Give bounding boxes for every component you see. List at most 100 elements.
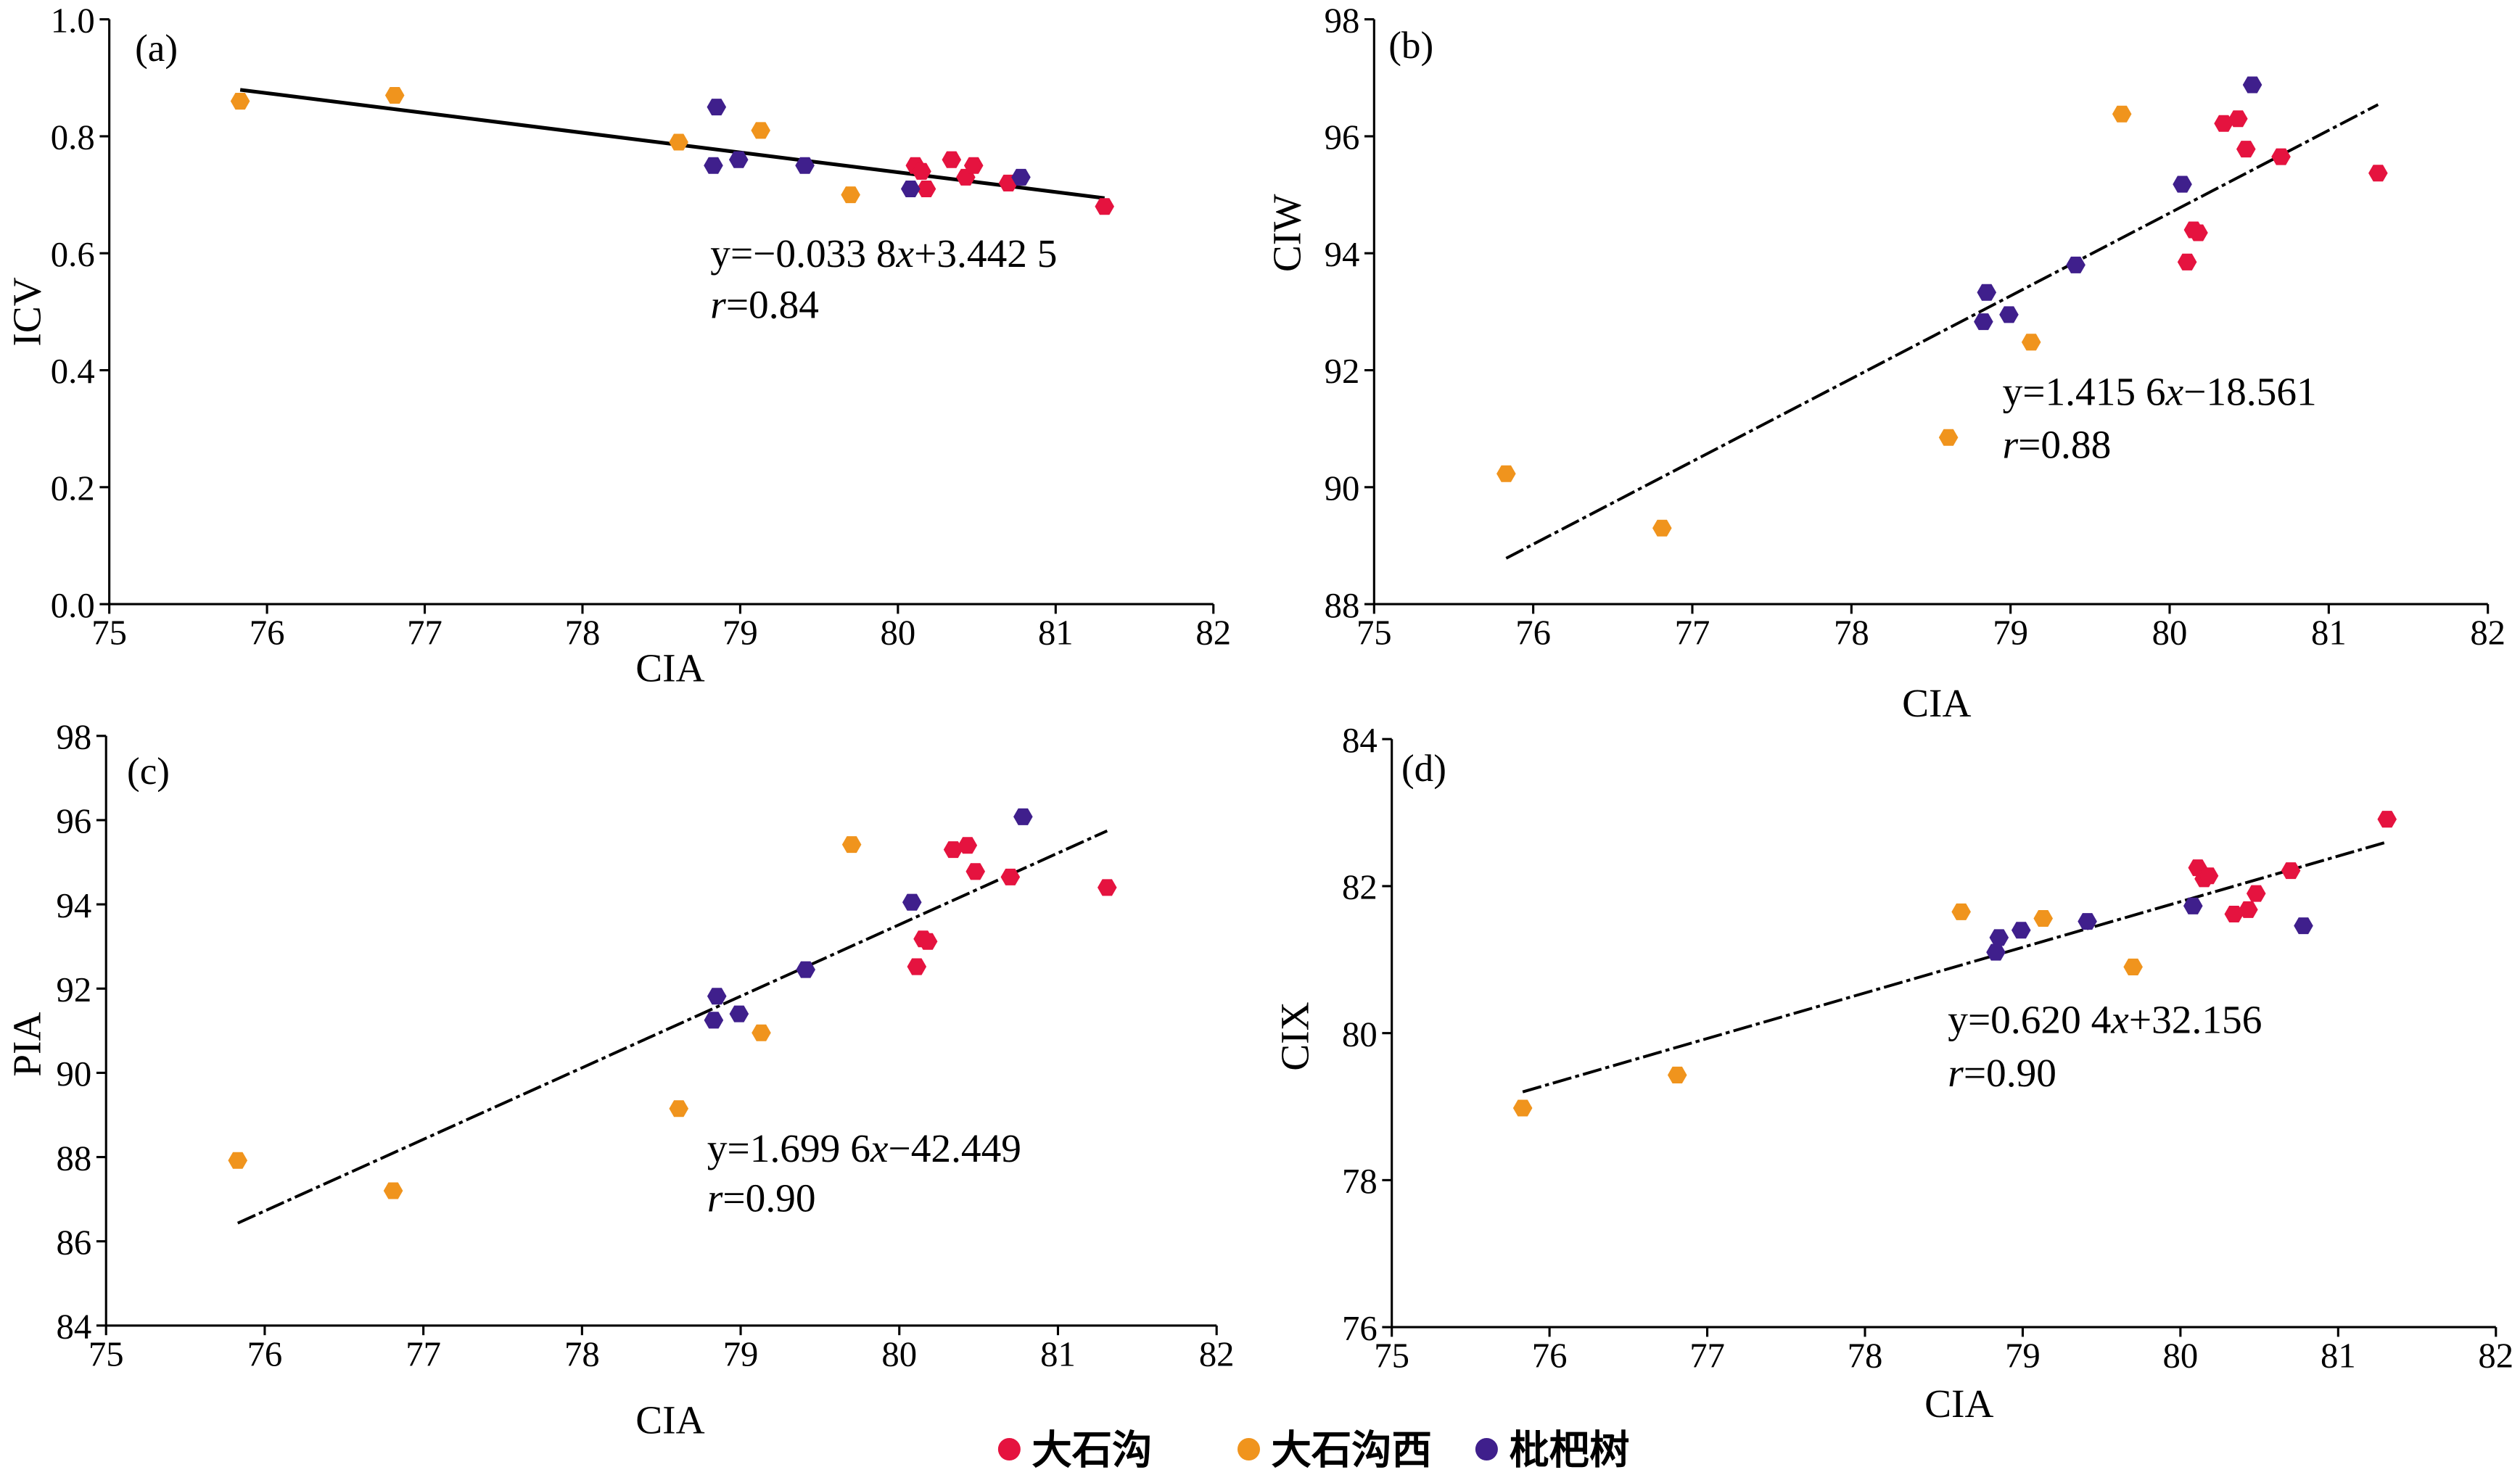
y-tick-label: 82 bbox=[1342, 868, 1378, 907]
data-point bbox=[1986, 943, 2006, 961]
r-label: r=0.84 bbox=[710, 283, 819, 327]
data-point bbox=[2214, 115, 2233, 132]
x-tick-label: 77 bbox=[405, 1334, 441, 1373]
data-point bbox=[965, 863, 986, 880]
x-tick-label: 82 bbox=[2478, 1336, 2513, 1375]
r-label: r=0.88 bbox=[2003, 422, 2112, 466]
data-point bbox=[2011, 922, 2031, 939]
panel-label: (c) bbox=[127, 750, 170, 793]
data-point bbox=[1989, 929, 2009, 946]
panels: 75 76 77 78 79 80 81 820.00.20.40.60.81.0CIAICV… bbox=[4, 1, 2513, 1442]
equation-label: y=1.415 6x−18.561 bbox=[2003, 369, 2317, 413]
data-point bbox=[796, 961, 816, 978]
x-tick-label: 81 bbox=[1038, 613, 1074, 652]
panel-b: 75 76 77 78 79 80 81 82 88 90 92 94 96 98 CIA CIW (b) y=1… bbox=[1264, 1, 2505, 725]
y-tick-label: 0.2 bbox=[51, 469, 95, 508]
data-point bbox=[1951, 903, 1971, 920]
data-point bbox=[958, 837, 978, 854]
x-tick-label: 81 bbox=[2321, 1336, 2356, 1375]
data-point bbox=[2199, 867, 2219, 885]
data-point bbox=[942, 151, 962, 168]
data-point bbox=[795, 157, 815, 174]
y-tick-label: 76 bbox=[1342, 1309, 1378, 1348]
legend-label: 大石沟 bbox=[1032, 1427, 1152, 1474]
data-point bbox=[2112, 105, 2132, 123]
data-point bbox=[1999, 306, 2019, 323]
data-point bbox=[2271, 148, 2291, 165]
y-tick-label: 84 bbox=[1342, 721, 1378, 760]
data-point bbox=[2173, 175, 2192, 193]
data-point bbox=[384, 86, 405, 104]
data-point bbox=[841, 836, 862, 854]
data-point bbox=[707, 988, 727, 1005]
y-tick-label: 0.8 bbox=[51, 118, 95, 157]
y-tick-label: 98 bbox=[1325, 1, 1360, 40]
data-point bbox=[728, 151, 749, 168]
data-point bbox=[707, 99, 727, 116]
y-axis-title: ICV bbox=[4, 277, 49, 346]
data-point bbox=[704, 157, 723, 174]
x-tick-label: 80 bbox=[2163, 1336, 2199, 1375]
y-tick-label: 0.6 bbox=[51, 235, 95, 274]
data-point bbox=[228, 1152, 248, 1169]
y-tick-label: 0.4 bbox=[51, 352, 95, 391]
data-point bbox=[1512, 1099, 1533, 1117]
data-point bbox=[751, 122, 770, 139]
x-tick-label: 82 bbox=[2470, 613, 2505, 652]
data-point bbox=[2033, 910, 2054, 927]
data-point bbox=[907, 958, 927, 975]
data-point bbox=[2377, 811, 2397, 828]
y-tick-label: 78 bbox=[1342, 1162, 1378, 1201]
data-point bbox=[2183, 897, 2203, 914]
x-tick-label: 80 bbox=[880, 613, 915, 652]
y-tick-label: 1.0 bbox=[51, 1, 95, 40]
y-tick-label: 96 bbox=[1325, 118, 1360, 157]
data-point bbox=[2246, 885, 2266, 902]
equation-label: y=1.699 6x−42.449 bbox=[707, 1126, 1021, 1170]
legend: 大石沟 大石沟西 枇杷树 bbox=[997, 1427, 1630, 1474]
legend-item: 大石沟西 bbox=[1237, 1427, 1433, 1474]
data-point bbox=[916, 180, 936, 198]
x-tick-label: 78 bbox=[1834, 613, 1869, 652]
legend-marker bbox=[997, 1437, 1021, 1461]
data-point bbox=[918, 933, 938, 950]
legend-item: 枇杷树 bbox=[1475, 1427, 1630, 1474]
y-tick-label: 92 bbox=[57, 970, 92, 1009]
legend-label: 大石沟西 bbox=[1272, 1427, 1433, 1474]
x-tick-label: 76 bbox=[1515, 613, 1551, 652]
y-tick-label: 90 bbox=[57, 1054, 92, 1094]
data-point bbox=[669, 1100, 689, 1117]
data-point bbox=[1977, 284, 1997, 301]
equation-label: y=−0.033 8x+3.442 5 bbox=[710, 231, 1057, 276]
y-tick-label: 94 bbox=[57, 886, 92, 925]
x-tick-label: 78 bbox=[1848, 1336, 1883, 1375]
data-point bbox=[902, 893, 922, 911]
x-tick-label: 75 bbox=[1356, 613, 1392, 652]
data-point bbox=[383, 1182, 403, 1199]
r-label: r=0.90 bbox=[1948, 1051, 2056, 1095]
x-tick-label: 75 bbox=[1374, 1336, 1409, 1375]
x-tick-label: 77 bbox=[1689, 1336, 1725, 1375]
x-tick-label: 79 bbox=[2005, 1336, 2041, 1375]
y-tick-label: 96 bbox=[57, 802, 92, 841]
data-point bbox=[1974, 313, 1993, 331]
y-tick-label: 88 bbox=[1325, 586, 1360, 625]
data-point bbox=[669, 133, 688, 151]
x-axis-title: CIA bbox=[635, 645, 704, 690]
y-tick-label: 80 bbox=[1342, 1015, 1378, 1054]
data-point bbox=[912, 162, 931, 180]
regression-line bbox=[236, 829, 1108, 1225]
data-point bbox=[729, 1005, 749, 1022]
x-tick-label: 75 bbox=[91, 613, 127, 652]
data-point bbox=[1097, 879, 1117, 896]
y-tick-label: 86 bbox=[57, 1223, 92, 1262]
data-point bbox=[963, 157, 984, 174]
x-tick-label: 80 bbox=[2152, 613, 2188, 652]
r-label: r=0.90 bbox=[707, 1176, 816, 1220]
x-tick-label: 77 bbox=[407, 613, 442, 652]
x-axis-title: CIA bbox=[1924, 1381, 1993, 1426]
y-axis-title: PIA bbox=[4, 1012, 49, 1077]
x-tick-label: 76 bbox=[250, 613, 285, 652]
y-axis-title: CIX bbox=[1272, 1001, 1317, 1070]
